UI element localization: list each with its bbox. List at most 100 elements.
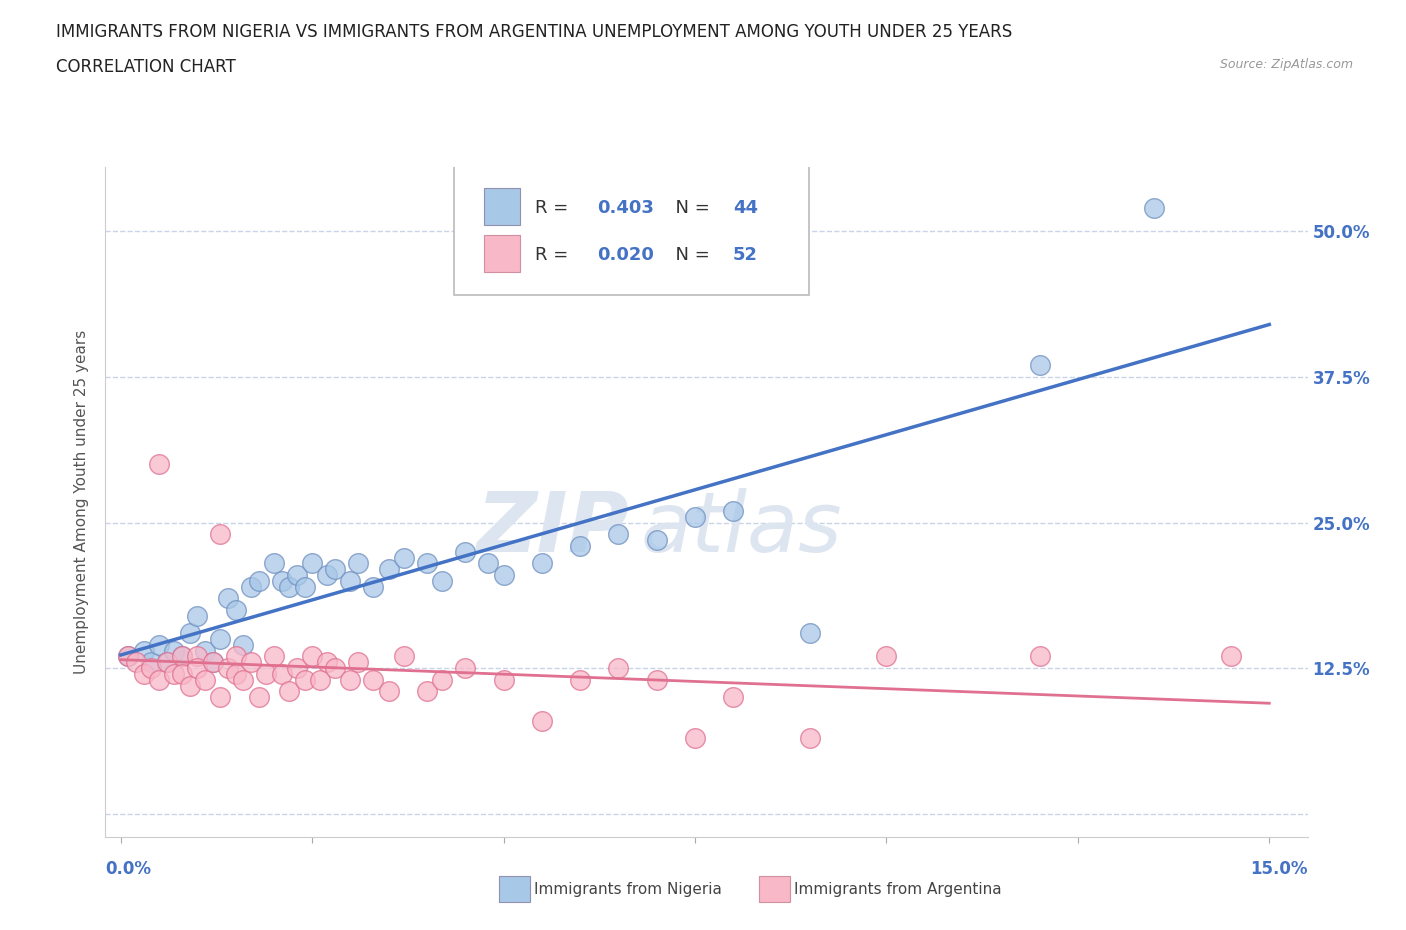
Point [148,457,170,472]
Point [263,556,285,571]
Point [432,672,454,687]
Point [186,608,208,623]
Text: R =: R = [534,199,574,218]
Point [799,731,821,746]
Point [607,660,630,675]
Point [270,667,292,682]
Point [301,556,323,571]
Point [363,672,385,687]
Text: N =: N = [665,246,716,264]
Point [186,660,208,675]
Point [285,567,308,582]
Point [392,550,415,565]
Point [323,562,346,577]
Point [875,649,897,664]
Point [179,678,201,693]
Point [607,526,630,541]
Point [278,579,301,594]
Point [247,690,270,705]
Point [301,649,323,664]
Point [1028,358,1050,373]
Point [170,649,193,664]
Point [170,667,193,682]
Point [416,556,439,571]
Text: R =: R = [534,246,574,264]
Point [645,672,668,687]
Point [492,567,515,582]
Point [492,672,515,687]
Text: Source: ZipAtlas.com: Source: ZipAtlas.com [1219,58,1353,71]
Point [392,649,415,664]
Point [1143,201,1166,216]
Point [294,672,316,687]
Point [308,672,330,687]
Point [316,567,339,582]
Point [232,672,254,687]
Point [239,655,262,670]
Point [186,649,208,664]
Point [454,544,477,559]
Point [285,660,308,675]
Point [225,667,247,682]
Text: IMMIGRANTS FROM NIGERIA VS IMMIGRANTS FROM ARGENTINA UNEMPLOYMENT AMONG YOUTH UN: IMMIGRANTS FROM NIGERIA VS IMMIGRANTS FR… [56,23,1012,41]
Text: N =: N = [665,199,716,218]
Point [132,644,155,658]
Point [201,655,224,670]
Point [225,649,247,664]
Point [347,655,370,670]
Point [209,526,232,541]
Point [1028,649,1050,664]
Point [170,649,193,664]
Point [323,660,346,675]
Point [263,649,285,664]
Text: 15.0%: 15.0% [1250,860,1308,878]
Point [377,562,399,577]
Point [339,672,361,687]
Point [156,655,179,670]
Point [232,637,254,652]
Point [132,667,155,682]
Text: 44: 44 [733,199,758,218]
Text: 0.403: 0.403 [598,199,654,218]
Point [316,655,339,670]
Point [454,660,477,675]
Point [156,655,179,670]
Point [148,637,170,652]
Point [683,731,706,746]
Point [239,579,262,594]
Point [645,533,668,548]
Point [416,684,439,698]
Point [294,579,316,594]
Point [1220,649,1243,664]
Point [117,649,139,664]
Point [270,574,292,589]
Point [363,579,385,594]
Point [217,660,239,675]
Y-axis label: Unemployment Among Youth under 25 years: Unemployment Among Youth under 25 years [75,330,90,674]
Text: ZIP: ZIP [475,488,628,569]
Point [125,655,148,670]
Point [799,626,821,641]
Point [530,556,553,571]
Text: Immigrants from Argentina: Immigrants from Argentina [794,882,1002,897]
Text: 52: 52 [733,246,758,264]
Point [278,684,301,698]
Point [141,655,163,670]
Point [723,690,745,705]
Point [163,644,186,658]
Point [209,631,232,646]
Text: CORRELATION CHART: CORRELATION CHART [56,58,236,75]
FancyBboxPatch shape [454,164,808,295]
Point [683,510,706,525]
Point [377,684,399,698]
Point [117,649,139,664]
Point [432,574,454,589]
Point [723,503,745,518]
Point [339,574,361,589]
Point [569,672,592,687]
Point [201,655,224,670]
Point [347,556,370,571]
FancyBboxPatch shape [484,188,520,225]
Point [217,591,239,605]
Point [569,538,592,553]
